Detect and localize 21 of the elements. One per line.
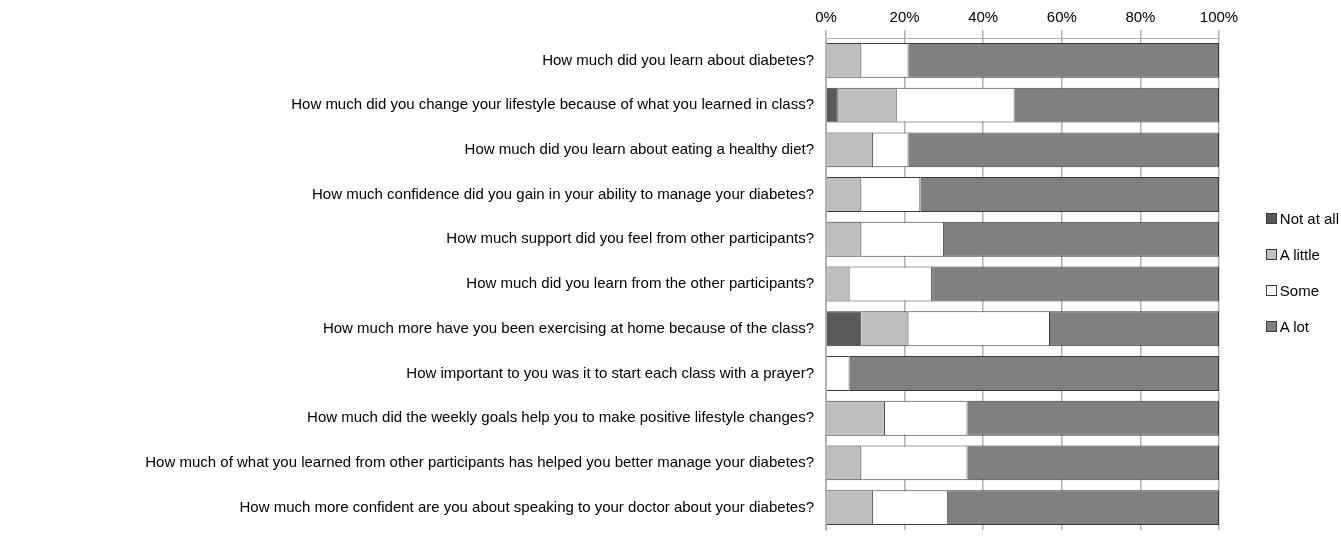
legend-label: A little bbox=[1279, 245, 1320, 263]
y-tick-label: How much support did you feel from other participants? bbox=[446, 229, 814, 247]
x-tick-label: 100% bbox=[1199, 8, 1239, 26]
x-tick-label: 0% bbox=[815, 8, 837, 26]
y-tick-label: How much confidence did you gain in your ability to manage your diabetes? bbox=[312, 184, 814, 202]
y-tick-label: How much did you learn about eating a healthy diet? bbox=[464, 139, 814, 157]
y-tick-label: How much did you learn about diabetes? bbox=[542, 50, 814, 68]
x-tick-label: 80% bbox=[1125, 8, 1156, 26]
y-tick-label: How much did you learn from the other participants? bbox=[466, 274, 814, 292]
y-tick-label: How important to you was it to start each class with a prayer? bbox=[406, 363, 814, 381]
y-tick-label: How much more have you been exercising at home because of the class? bbox=[322, 318, 814, 336]
y-tick-label: How much more confident are you about speaking to your doctor about your diabetes? bbox=[239, 497, 814, 515]
x-tick-label: 20% bbox=[889, 8, 920, 26]
x-tick-label: 40% bbox=[968, 8, 999, 26]
y-tick-label: How much did the weekly goals help you to make positive lifestyle changes? bbox=[307, 408, 814, 426]
legend-label: Some bbox=[1279, 281, 1319, 299]
y-tick-label: How much of what you learned from other participants has helped you better manage your diabetes? bbox=[145, 453, 814, 471]
text: A lot bbox=[1279, 317, 1309, 335]
x-tick-label: 60% bbox=[1046, 8, 1077, 26]
legend-label: Not at all bbox=[1279, 209, 1339, 227]
y-tick-label: How much did you change your lifestyle because of what you learned in class? bbox=[291, 95, 814, 113]
